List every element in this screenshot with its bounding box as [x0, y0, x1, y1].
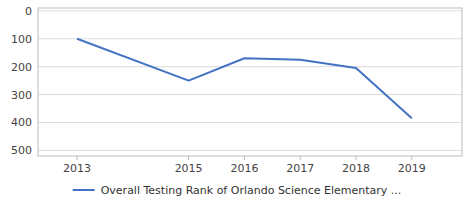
- plot-frame: [38, 8, 462, 156]
- y-tick-label: 0: [25, 5, 32, 18]
- y-axis: 0 100 200 300 400 500: [11, 5, 462, 158]
- x-tick: [300, 156, 301, 160]
- legend-swatch: [73, 189, 95, 191]
- x-tick-label: 2016: [230, 162, 258, 175]
- grid-line: [38, 122, 462, 123]
- grid-line: [38, 10, 462, 11]
- legend: Overall Testing Rank of Orlando Science …: [73, 184, 402, 197]
- x-tick: [411, 156, 412, 160]
- legend-item: Overall Testing Rank of Orlando Science …: [73, 184, 402, 197]
- grid-line: [38, 150, 462, 151]
- x-tick: [77, 156, 78, 160]
- x-tick: [244, 156, 245, 160]
- x-tick: [356, 156, 357, 160]
- y-tick-label: 400: [11, 116, 32, 129]
- y-tick-label: 500: [11, 144, 32, 157]
- series-group: [77, 39, 412, 119]
- x-tick-label: 2017: [286, 162, 314, 175]
- legend-label: Overall Testing Rank of Orlando Science …: [101, 184, 402, 197]
- x-axis: 2013 2015 2016 2017 2018 2019: [63, 156, 426, 175]
- y-tick-label: 300: [11, 89, 32, 102]
- x-tick-label: 2018: [342, 162, 370, 175]
- x-tick-label: 2013: [63, 162, 91, 175]
- y-tick-label: 100: [11, 33, 32, 46]
- y-tick-label: 200: [11, 61, 32, 74]
- grid-line: [38, 94, 462, 95]
- grid-line: [38, 66, 462, 67]
- chart: 0 100 200 300 400 500 2013 2015 2016 2017 2018 2019…: [0, 0, 474, 208]
- grid-line: [38, 38, 462, 39]
- line: [77, 39, 412, 119]
- x-tick-label: 2015: [175, 162, 203, 175]
- x-tick-label: 2019: [398, 162, 426, 175]
- x-tick: [188, 156, 189, 160]
